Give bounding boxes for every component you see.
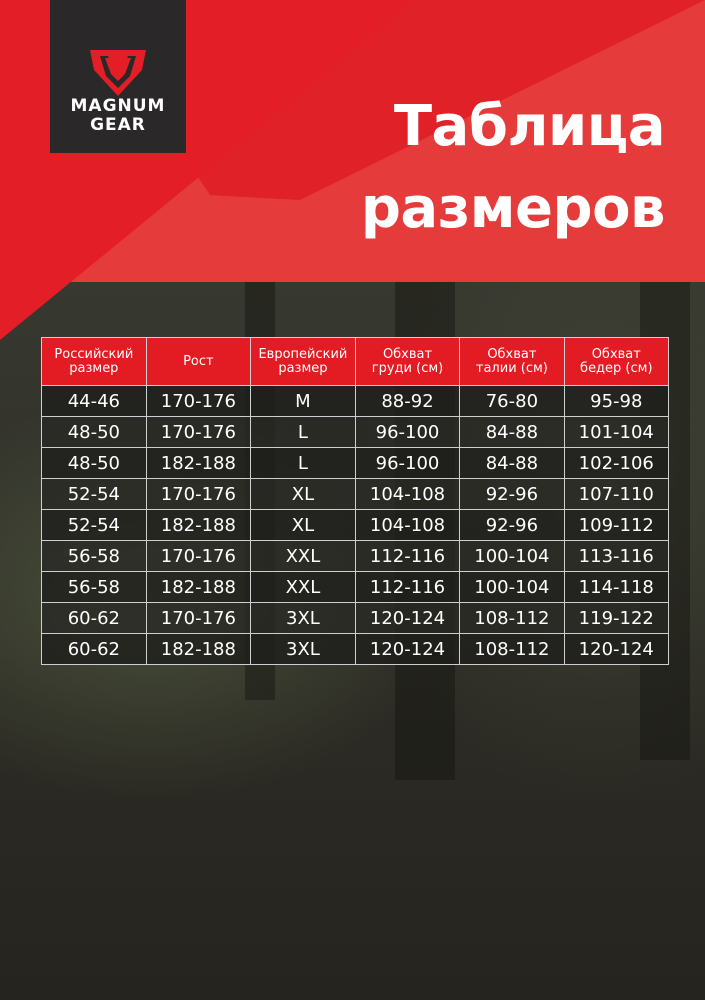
table-row: 44-46 170-176 M 88-92 76-80 95-98 bbox=[41, 385, 670, 417]
table-cell: 95-98 bbox=[563, 385, 670, 417]
table-row: 52-54 182-188 XL 104-108 92-96 109-112 bbox=[41, 509, 670, 541]
table-cell: 182-188 bbox=[145, 447, 252, 479]
column-header-line: размер bbox=[278, 360, 328, 376]
table-cell: 112-116 bbox=[354, 540, 461, 572]
table-cell: 48-50 bbox=[41, 416, 147, 448]
column-header: Обхват груди (см) bbox=[354, 337, 461, 386]
table-cell: 3XL bbox=[250, 633, 356, 665]
brand-name-line1: MAGNUM bbox=[70, 96, 166, 116]
table-header-row: Российский размер Рост Европейский размер Обх… bbox=[41, 337, 670, 386]
table-cell: 170-176 bbox=[145, 602, 252, 634]
table-cell: L bbox=[250, 447, 356, 479]
column-header: Европейский размер bbox=[250, 337, 356, 386]
table-row: 56-58 182-188 XXL 112-116 100-104 114-118 bbox=[41, 571, 670, 603]
title-line2: размеров bbox=[360, 176, 666, 241]
page-title: Таблица размеров bbox=[360, 86, 666, 250]
column-header: Рост bbox=[145, 337, 252, 386]
table-cell: 182-188 bbox=[145, 633, 252, 665]
table-cell: 108-112 bbox=[459, 633, 565, 665]
table-cell: 112-116 bbox=[354, 571, 461, 603]
column-header-line: размер bbox=[69, 360, 119, 376]
table-cell: 60-62 bbox=[41, 602, 147, 634]
table-cell: 120-124 bbox=[354, 602, 461, 634]
table-cell: M bbox=[250, 385, 356, 417]
table-cell: 109-112 bbox=[563, 509, 670, 541]
table-cell: 170-176 bbox=[145, 385, 252, 417]
table-cell: 102-106 bbox=[563, 447, 670, 479]
shield-m-icon bbox=[90, 50, 146, 96]
table-cell: 170-176 bbox=[145, 478, 252, 510]
table-cell: 88-92 bbox=[354, 385, 461, 417]
table-cell: 113-116 bbox=[563, 540, 670, 572]
table-cell: 170-176 bbox=[145, 540, 252, 572]
table-row: 48-50 170-176 L 96-100 84-88 101-104 bbox=[41, 416, 670, 448]
table-cell: 120-124 bbox=[354, 633, 461, 665]
brand-logo: MAGNUM GEAR bbox=[50, 0, 186, 153]
table-cell: 107-110 bbox=[563, 478, 670, 510]
table-cell: 56-58 bbox=[41, 571, 147, 603]
table-row: 56-58 170-176 XXL 112-116 100-104 113-116 bbox=[41, 540, 670, 572]
table-cell: 120-124 bbox=[563, 633, 670, 665]
table-cell: 92-96 bbox=[459, 509, 565, 541]
table-cell: 84-88 bbox=[459, 447, 565, 479]
table-cell: 56-58 bbox=[41, 540, 147, 572]
table-cell: 96-100 bbox=[354, 416, 461, 448]
table-row: 60-62 182-188 3XL 120-124 108-112 120-124 bbox=[41, 633, 670, 665]
table-cell: 114-118 bbox=[563, 571, 670, 603]
column-header-line: бедер (см) bbox=[580, 360, 653, 376]
table-cell: XL bbox=[250, 478, 356, 510]
column-header-line: Обхват bbox=[487, 346, 537, 362]
table-cell: 100-104 bbox=[459, 571, 565, 603]
table-cell: 44-46 bbox=[41, 385, 147, 417]
table-cell: L bbox=[250, 416, 356, 448]
table-cell: 3XL bbox=[250, 602, 356, 634]
table-cell: 60-62 bbox=[41, 633, 147, 665]
column-header-line: талии (см) bbox=[475, 360, 548, 376]
table-cell: XXL bbox=[250, 571, 356, 603]
table-cell: 170-176 bbox=[145, 416, 252, 448]
table-cell: XXL bbox=[250, 540, 356, 572]
table-cell: 52-54 bbox=[41, 509, 147, 541]
brand-name-line2: GEAR bbox=[90, 115, 146, 135]
column-header-line: груди (см) bbox=[371, 360, 444, 376]
table-cell: 182-188 bbox=[145, 571, 252, 603]
table-cell: 48-50 bbox=[41, 447, 147, 479]
table-cell: 92-96 bbox=[459, 478, 565, 510]
column-header-line: Обхват bbox=[591, 346, 641, 362]
column-header: Российский размер bbox=[41, 337, 147, 386]
column-header: Обхват бедер (см) bbox=[563, 337, 670, 386]
table-cell: 101-104 bbox=[563, 416, 670, 448]
table-cell: 52-54 bbox=[41, 478, 147, 510]
table-cell: 84-88 bbox=[459, 416, 565, 448]
table-cell: 182-188 bbox=[145, 509, 252, 541]
table-cell: 104-108 bbox=[354, 509, 461, 541]
table-row: 48-50 182-188 L 96-100 84-88 102-106 bbox=[41, 447, 670, 479]
column-header-line: Обхват bbox=[382, 346, 433, 362]
table-row: 52-54 170-176 XL 104-108 92-96 107-110 bbox=[41, 478, 670, 510]
column-header-line: Рост bbox=[183, 353, 214, 369]
column-header: Обхват талии (см) bbox=[459, 337, 565, 386]
table-cell: 96-100 bbox=[354, 447, 461, 479]
column-header-line: Европейский bbox=[258, 346, 348, 362]
size-table: Российский размер Рост Европейский размер Обх… bbox=[41, 337, 670, 665]
column-header-line: Российский bbox=[54, 346, 134, 362]
table-cell: XL bbox=[250, 509, 356, 541]
table-cell: 100-104 bbox=[459, 540, 565, 572]
table-cell: 76-80 bbox=[459, 385, 565, 417]
table-cell: 104-108 bbox=[354, 478, 461, 510]
table-row: 60-62 170-176 3XL 120-124 108-112 119-122 bbox=[41, 602, 670, 634]
table-cell: 108-112 bbox=[459, 602, 565, 634]
table-cell: 119-122 bbox=[563, 602, 670, 634]
title-line1: Таблица bbox=[393, 94, 666, 159]
